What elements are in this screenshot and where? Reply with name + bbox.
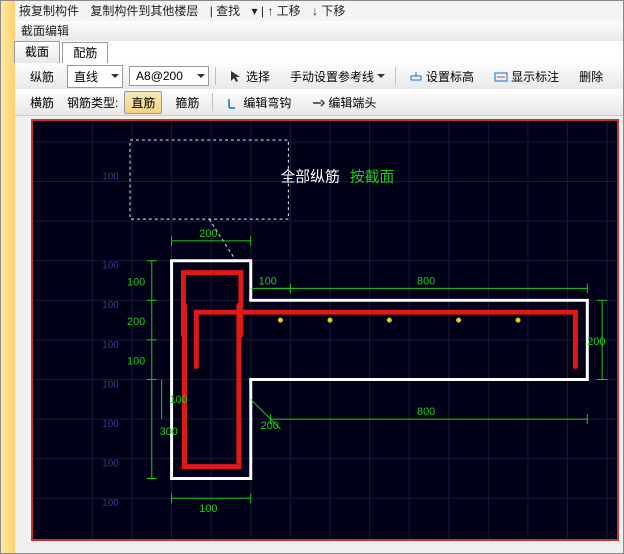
svg-text:100: 100 <box>102 340 119 351</box>
svg-text:100: 100 <box>102 459 119 470</box>
label-icon <box>494 70 508 84</box>
window-title: 截面编辑 <box>21 24 69 38</box>
svg-text:200: 200 <box>261 420 279 432</box>
menu-item[interactable]: 复制构件到其他楼层 <box>90 4 198 18</box>
toolbar-row-1: 纵筋 直线 A8@200 选择 手动设置参考线 设置标高 显示标注 删除 <box>15 63 623 90</box>
line-type-dropdown[interactable]: 直线 <box>67 65 123 88</box>
section-outline <box>172 261 588 479</box>
delete-button[interactable]: 删除 <box>572 65 610 88</box>
rebar-type-label: 钢筋类型: <box>67 94 118 111</box>
elevation-icon <box>409 70 423 84</box>
edit-hook-label: 编辑弯钩 <box>243 96 291 110</box>
window-root: 掖复制构件 复制构件到其他楼层 | 查找 ▾ | ↑ 工移 ↓ 下移 截面编辑 … <box>0 0 624 554</box>
svg-text:100: 100 <box>102 498 119 509</box>
svg-text:100: 100 <box>102 379 119 390</box>
drawing-canvas[interactable]: 100 100 100 100 100 100 100 100 全部纵筋 按截面 <box>31 119 619 541</box>
toolbar-row-2: 横筋 钢筋类型: 直筋 箍筋 编辑弯钩 编辑端头 <box>15 89 623 116</box>
transverse-rebar-button[interactable]: 横筋 <box>23 91 61 114</box>
svg-text:300: 300 <box>160 426 178 438</box>
menu-item[interactable]: 查找 <box>216 4 240 18</box>
svg-text:100: 100 <box>102 172 119 183</box>
svg-text:100: 100 <box>170 394 188 406</box>
separator <box>215 67 216 85</box>
svg-text:100: 100 <box>102 261 119 272</box>
manual-refline-dropdown[interactable]: 手动设置参考线 <box>283 65 389 88</box>
separator <box>395 67 396 85</box>
show-label-button[interactable]: 显示标注 <box>487 65 566 88</box>
svg-text:100: 100 <box>259 275 277 287</box>
svg-text:200: 200 <box>199 228 217 240</box>
tab-section[interactable]: 截面 <box>14 41 60 63</box>
left-accent-strip <box>1 1 15 553</box>
menu-item[interactable]: 工移 <box>277 4 301 18</box>
show-label-label: 显示标注 <box>511 70 559 84</box>
longitudinal-rebar-button[interactable]: 纵筋 <box>23 65 61 88</box>
svg-text:800: 800 <box>417 406 435 418</box>
select-button[interactable]: 选择 <box>222 65 277 88</box>
tab-strip: 截面 配筋 <box>15 41 623 64</box>
separator <box>212 93 213 111</box>
svg-text:800: 800 <box>417 275 435 287</box>
svg-text:200: 200 <box>127 316 145 328</box>
svg-text:100: 100 <box>102 419 119 430</box>
edit-end-button[interactable]: 编辑端头 <box>304 91 383 114</box>
svg-text:100: 100 <box>127 276 145 288</box>
set-elevation-label: 设置标高 <box>426 70 474 84</box>
menu-item[interactable]: 下移 <box>321 4 345 18</box>
edit-end-label: 编辑端头 <box>328 96 376 110</box>
set-elevation-button[interactable]: 设置标高 <box>402 65 481 88</box>
edit-hook-button[interactable]: 编辑弯钩 <box>219 91 298 114</box>
title-bar: 截面编辑 <box>15 21 623 42</box>
drawing-svg: 100 100 100 100 100 100 100 100 全部纵筋 按截面 <box>33 121 617 539</box>
svg-text:100: 100 <box>127 356 145 368</box>
label-all-longitudinal: 全部纵筋 <box>280 168 339 186</box>
svg-text:200: 200 <box>587 336 605 348</box>
end-icon <box>311 96 325 110</box>
select-label: 选择 <box>246 70 270 84</box>
cursor-icon <box>229 70 243 84</box>
rebar-spec-dropdown[interactable]: A8@200 <box>129 66 209 86</box>
menu-item[interactable]: 掖复制构件 <box>19 4 79 18</box>
top-menu-row: 掖复制构件 复制构件到其他楼层 | 查找 ▾ | ↑ 工移 ↓ 下移 <box>15 1 623 21</box>
tab-rebar[interactable]: 配筋 <box>62 42 108 64</box>
svg-text:100: 100 <box>199 503 217 515</box>
hook-icon <box>226 96 240 110</box>
svg-text:100: 100 <box>102 300 119 311</box>
stirrup-button[interactable]: 箍筋 <box>168 91 206 114</box>
label-by-section: 按截面 <box>350 169 395 186</box>
straight-rebar-button[interactable]: 直筋 <box>124 91 162 114</box>
